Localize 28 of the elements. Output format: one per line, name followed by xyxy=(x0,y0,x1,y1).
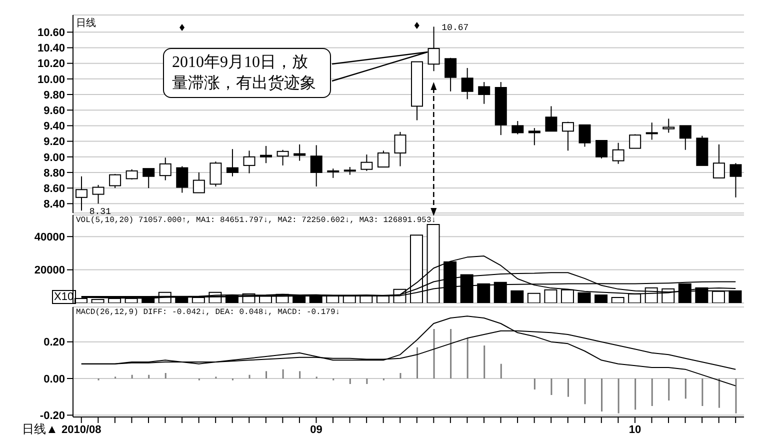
y-tick-label: 0.20 xyxy=(44,336,65,349)
x-tick-label: 09 xyxy=(310,424,322,436)
y-tick-label: 9.00 xyxy=(44,152,65,164)
y-tick-label: 8.40 xyxy=(44,198,65,211)
y-tick-label: 20000 xyxy=(34,264,65,277)
y-tick-label: 10.00 xyxy=(37,74,65,86)
x-tick-label: 2010/08 xyxy=(62,424,102,436)
y-tick-label: 8.80 xyxy=(44,167,65,180)
annotation: X10 xyxy=(52,290,76,304)
y-tick-label: 9.20 xyxy=(44,136,65,148)
annotation: VOL(5,10,20) 71057.000↑, MA1: 84651.797↓, MA2: 72250.602↓, MA3: 126891.953↓ xyxy=(76,216,436,225)
annotation: 10.67 xyxy=(442,22,469,33)
y-tick-label: 10.20 xyxy=(37,58,65,70)
chart-title: 日线 xyxy=(76,16,96,30)
y-tick-label: 40000 xyxy=(34,231,65,244)
text: 日线▲ xyxy=(22,421,58,438)
y-tick-label: -0.20 xyxy=(40,410,65,422)
y-tick-label: 9.60 xyxy=(44,105,65,118)
annotation: 2010年9月10日，放量滞涨，有出货迹象 xyxy=(163,48,331,98)
annotation: MACD(26,12,9) DIFF: -0.042↓, DEA: 0.048↓, MACD: -0.179↓ xyxy=(76,308,340,317)
x-tick-label: 10 xyxy=(628,424,642,436)
y-tick-label: 0.00 xyxy=(44,373,65,386)
annotation: 8.31 xyxy=(89,206,111,217)
y-tick-label: 9.40 xyxy=(44,120,65,133)
y-tick-label: 8.60 xyxy=(44,182,65,195)
y-tick-label: 10.60 xyxy=(37,27,65,40)
y-tick-label: 9.80 xyxy=(44,89,65,102)
y-tick-label: 10.40 xyxy=(37,42,65,55)
